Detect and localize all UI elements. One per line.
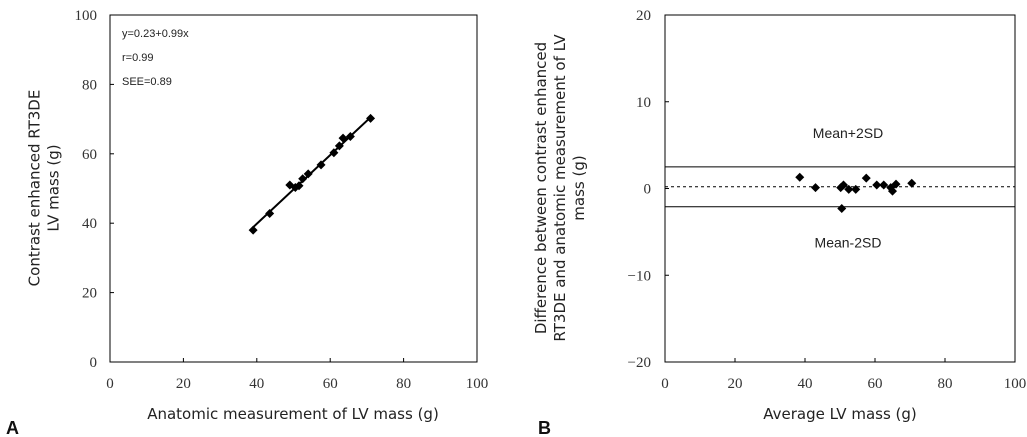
panel-b: −20 −10 0 10 20 0 20 40 60 80 100 Mean+2SD Mean-2S… <box>532 8 1026 437</box>
upper-limit-label: Mean+2SD <box>813 125 883 141</box>
panel-a-ticks: 0 20 40 60 80 100 0 20 40 60 80 100 <box>75 8 489 392</box>
panel-b-ticks: −20 −10 0 10 20 0 20 40 60 80 100 <box>628 8 1027 392</box>
data-point-b <box>891 179 901 189</box>
panel-a-points <box>248 113 376 235</box>
regression-annotation: r=0.99 <box>122 52 154 64</box>
data-point-b <box>851 184 861 194</box>
x-tick-label-b: 60 <box>868 376 883 392</box>
x-tick-label-a: 60 <box>323 376 338 392</box>
lower-limit-label: Mean-2SD <box>815 235 882 251</box>
data-point-b <box>879 180 889 190</box>
y-tick-label-b: 20 <box>636 8 651 24</box>
data-point-b <box>844 184 854 194</box>
y-tick-label-b: 10 <box>636 95 651 111</box>
data-point-a <box>265 208 275 218</box>
x-tick-label-b: 100 <box>1004 376 1027 392</box>
panel-label-a: A <box>6 418 19 437</box>
y-tick-label-b: 0 <box>644 182 652 198</box>
x-axis-label-a: Anatomic measurement of LV mass (g) <box>147 405 439 423</box>
x-tick-label-a: 20 <box>176 376 191 392</box>
data-point-a <box>316 160 326 170</box>
x-tick-label-b: 40 <box>798 376 813 392</box>
regression-annotations: y=0.23+0.99x r=0.99 SEE=0.89 <box>122 28 189 88</box>
x-tick-label-b: 20 <box>728 376 743 392</box>
data-point-b <box>839 180 848 190</box>
panel-b-points <box>795 172 917 213</box>
data-point-b <box>837 203 847 213</box>
data-point-a <box>366 113 376 123</box>
x-tick-label-a: 0 <box>106 376 114 392</box>
data-point-b <box>888 186 897 196</box>
x-tick-label-a: 80 <box>396 376 411 392</box>
data-point-a <box>329 148 339 158</box>
x-tick-label-a: 40 <box>249 376 264 392</box>
y-axis-label-a: Contrast enhanced RT3DELV mass (g) <box>26 90 63 287</box>
data-point-a <box>294 181 304 191</box>
data-point-b <box>861 173 871 183</box>
data-point-a <box>338 133 348 143</box>
y-tick-label-b: −10 <box>628 268 651 284</box>
data-point-b <box>795 172 805 182</box>
y-tick-label-a: 60 <box>82 147 97 163</box>
y-tick-label-b: −20 <box>628 355 651 371</box>
x-tick-label-b: 80 <box>938 376 953 392</box>
data-point-a <box>334 141 344 151</box>
x-tick-label-b: 0 <box>661 376 669 392</box>
regression-annotation: SEE=0.89 <box>122 76 172 88</box>
y-tick-label-a: 100 <box>75 8 98 24</box>
y-axis-label-b: Difference between contrast enhancedRT3D… <box>532 34 588 342</box>
regression-annotation: y=0.23+0.99x <box>122 28 189 40</box>
panel-a: 0 20 40 60 80 100 0 20 40 60 80 100 y=0.23+0.99x r=0… <box>6 8 488 437</box>
y-tick-label-a: 40 <box>82 216 97 232</box>
x-tick-label-a: 100 <box>466 376 489 392</box>
panel-label-b: B <box>538 418 551 437</box>
data-point-a <box>298 174 308 184</box>
data-point-b <box>811 183 820 193</box>
data-point-b <box>907 178 917 188</box>
data-point-a <box>248 225 258 235</box>
data-point-b <box>872 180 882 190</box>
data-point-a <box>303 169 313 179</box>
data-point-a <box>345 131 355 141</box>
y-tick-label-a: 80 <box>82 77 97 93</box>
y-tick-label-a: 0 <box>90 355 98 371</box>
x-axis-label-b: Average LV mass (g) <box>763 405 917 423</box>
y-tick-label-a: 20 <box>82 286 97 302</box>
